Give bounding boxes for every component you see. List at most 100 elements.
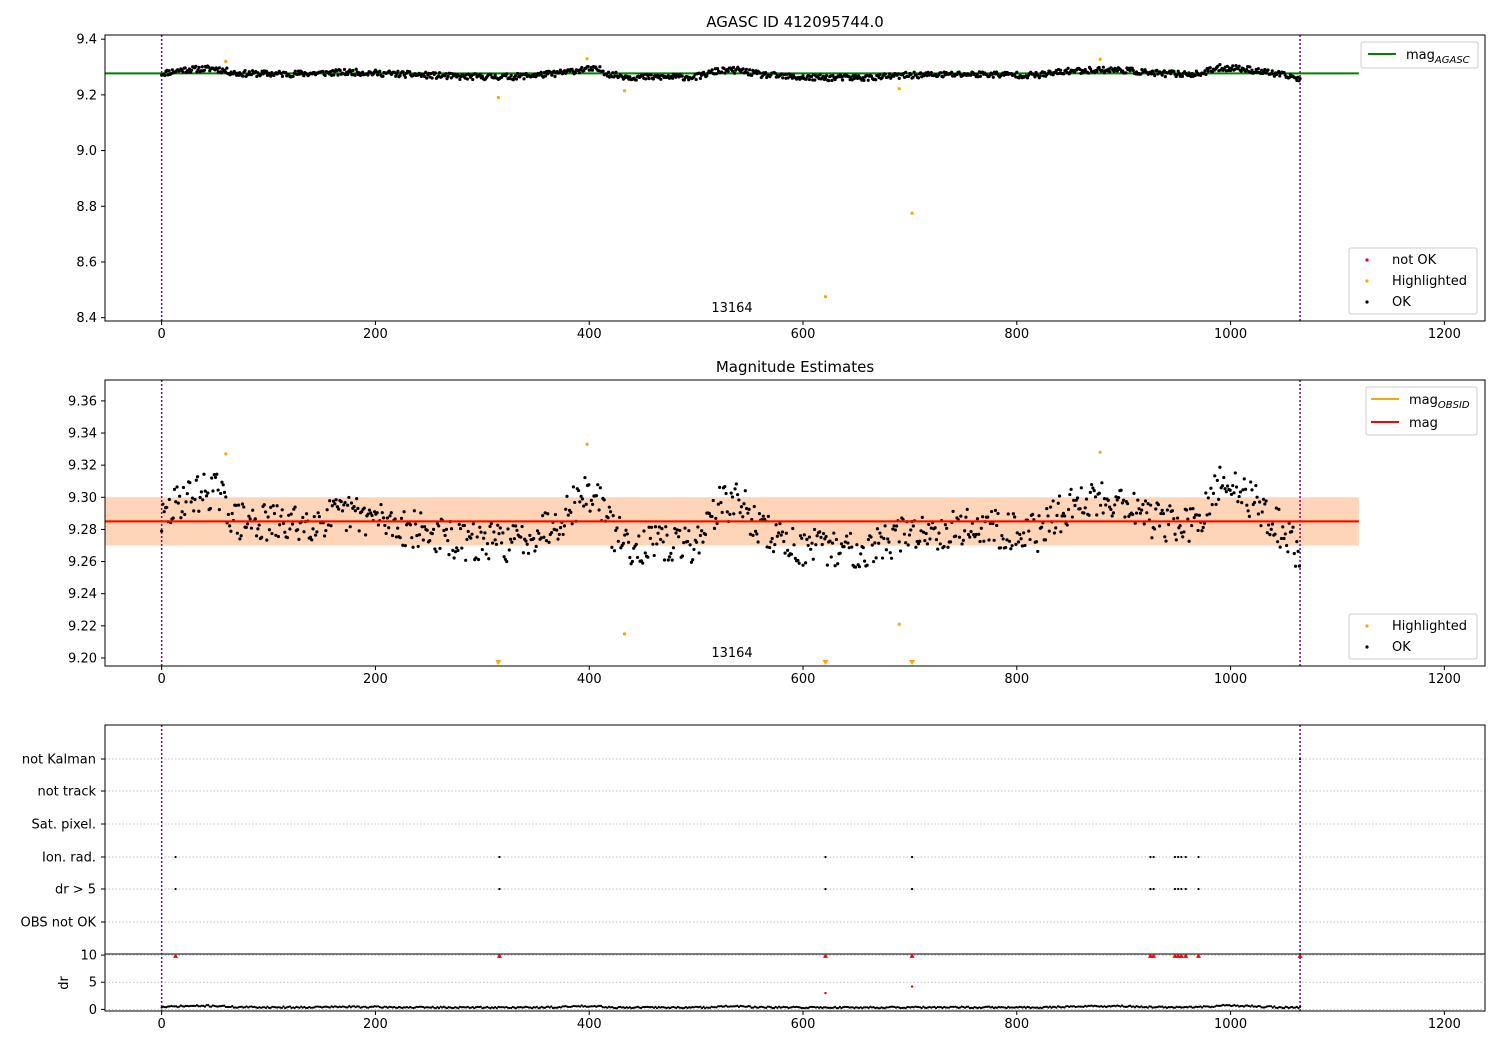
p2-ok-point	[390, 533, 395, 538]
p3-dr-point	[197, 1005, 200, 1008]
p3-dr-point	[1274, 1006, 1278, 1009]
p1-ok-point	[197, 65, 201, 69]
p3-dr-point	[357, 1005, 360, 1008]
p3-dr-ytick-label: 10	[80, 949, 97, 964]
p1-ok-point	[929, 70, 933, 75]
p2-ok-point	[543, 511, 547, 515]
p2-ok-point	[1113, 503, 1117, 507]
p1-legend-ok-marker	[1365, 300, 1369, 304]
p2-ok-point	[208, 506, 212, 511]
p2-ok-point	[1152, 527, 1157, 531]
p3-dr-point	[1215, 1004, 1218, 1007]
p3-dr-point	[795, 1005, 798, 1009]
p1-ok-point	[1042, 70, 1047, 75]
p2-ok-point	[313, 533, 318, 537]
p2-ok-point	[542, 535, 546, 539]
p2-ok-point	[188, 480, 192, 485]
p2-ok-point	[921, 530, 926, 534]
p3-dr-point	[304, 1006, 308, 1009]
p3-flag-point	[1184, 855, 1187, 859]
p2-ok-point	[904, 541, 908, 545]
p2-ok-point	[1006, 512, 1010, 516]
p3-dr-point	[280, 1006, 284, 1009]
p1-highlighted-point	[622, 89, 627, 93]
p2-ok-point	[857, 565, 862, 569]
p1-ok-point	[516, 71, 520, 76]
p3-dr-point	[766, 1005, 769, 1008]
p2-ok-point	[1079, 486, 1083, 490]
p2-ok-point	[1022, 531, 1026, 535]
p3-dr-point	[599, 1004, 603, 1007]
p1-ok-point	[1187, 71, 1191, 75]
p1-ok-point	[1097, 65, 1101, 70]
p2-ok-point	[1054, 526, 1058, 530]
p3-dr-point	[554, 1006, 558, 1009]
p1-ok-point	[747, 68, 752, 72]
p2-ok-point	[966, 532, 971, 537]
p2-ok-point	[869, 535, 873, 539]
p2-ok-point	[963, 529, 967, 533]
p3-dr-point	[872, 1006, 875, 1009]
p3-dr-point	[468, 1006, 471, 1009]
p2-ok-point	[1150, 536, 1154, 540]
p2-ok-point	[739, 505, 744, 509]
p2-ok-point	[464, 558, 468, 562]
p3-dr-point	[1082, 1005, 1085, 1008]
p2-ok-point	[1222, 475, 1226, 480]
p2-ytick-label: 9.22	[68, 619, 97, 634]
p3-dr-point	[904, 1007, 907, 1010]
p3-flag-point	[1184, 887, 1187, 891]
p1-ok-point	[183, 66, 187, 70]
p1-ok-point	[991, 75, 995, 79]
p2-ok-point	[719, 500, 723, 505]
p3-flag-label: not track	[37, 785, 96, 800]
p2-ok-point	[1159, 511, 1163, 516]
p2-ok-point	[957, 535, 962, 539]
p2-ok-point	[924, 531, 928, 536]
p2-ok-point	[634, 542, 638, 546]
p2-ok-point	[532, 536, 536, 541]
p1-ok-point	[647, 76, 651, 81]
p1-ok-point	[671, 76, 675, 80]
p3-dr-point	[850, 1006, 853, 1009]
p2-ok-point	[1137, 507, 1141, 511]
p2-ok-point	[1043, 538, 1048, 542]
p3-dr-point	[1052, 1005, 1055, 1009]
p2-ok-point	[1063, 514, 1067, 518]
p3-dr-point	[200, 1004, 203, 1007]
p2-ok-point	[466, 529, 470, 534]
p2-ok-point	[862, 559, 867, 563]
p2-ok-point	[716, 502, 720, 506]
p2-ok-point	[692, 547, 696, 552]
p2-ok-point	[511, 524, 515, 528]
p1-ok-point	[342, 67, 347, 72]
p3-dr-point	[575, 1005, 579, 1008]
p2-ok-point	[1136, 498, 1140, 502]
p2-ok-point	[1258, 500, 1262, 504]
p1-ok-point	[949, 70, 954, 74]
p2-ok-point	[959, 514, 963, 518]
p2-legend-top: magOBSID mag	[1365, 386, 1478, 436]
p2-ok-point	[757, 512, 762, 516]
p2-ok-point	[918, 539, 922, 543]
p1-highlighted-point	[585, 57, 589, 61]
p2-ok-point	[339, 499, 343, 504]
p1-ok-point	[1277, 69, 1281, 74]
p3-dr-point	[1153, 1006, 1156, 1009]
p2-ok-point	[854, 565, 858, 569]
p3-dr-point	[293, 1006, 296, 1010]
p3-dr-point	[1040, 1007, 1044, 1010]
p1-ok-point	[378, 69, 382, 73]
p2-ok-point	[1195, 513, 1199, 517]
p2-ok-point	[1287, 521, 1291, 525]
p1-ok-point	[1124, 71, 1128, 75]
magnitude-estimates-panel: Magnitude Estimates 0 200 400 600 800 1000 120…	[68, 358, 1486, 687]
p2-ok-point	[178, 494, 182, 498]
p3-dr-point	[1242, 1005, 1246, 1008]
p3-dr-point	[1044, 1005, 1047, 1008]
p2-ok-point	[217, 508, 221, 512]
p2-ok-point	[190, 496, 195, 500]
p2-ok-point	[161, 502, 165, 506]
p3-dr-point	[891, 1005, 894, 1008]
p2-ok-point	[797, 561, 801, 565]
